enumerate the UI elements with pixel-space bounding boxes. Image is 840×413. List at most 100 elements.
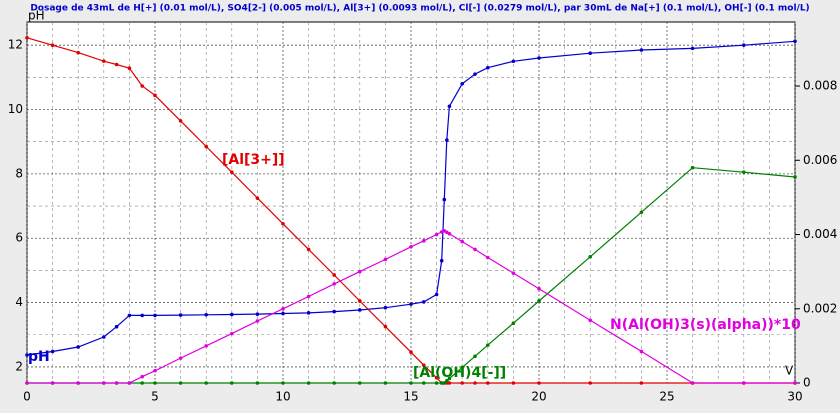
- data-point: [153, 381, 157, 385]
- data-point: [204, 144, 208, 149]
- data-point: [511, 59, 516, 64]
- data-point: [281, 306, 285, 311]
- data-point: [439, 258, 444, 263]
- data-point: [230, 381, 234, 385]
- x-tick-label: 20: [531, 390, 546, 404]
- data-point: [383, 324, 388, 329]
- data-point: [445, 138, 449, 142]
- series-label: [Al[3+]]: [222, 152, 285, 168]
- data-point: [793, 381, 797, 385]
- y2-tick-label: 0.002: [803, 301, 837, 315]
- data-point: [140, 374, 144, 379]
- data-point: [358, 381, 362, 385]
- y-tick-label: 4: [15, 295, 23, 309]
- data-point: [306, 311, 311, 315]
- data-point: [460, 381, 465, 385]
- data-point: [114, 381, 119, 385]
- data-point: [230, 331, 234, 336]
- data-point: [447, 104, 452, 109]
- data-point: [114, 62, 119, 67]
- data-point: [537, 299, 541, 303]
- data-point: [383, 257, 388, 262]
- data-point: [473, 381, 477, 385]
- data-point: [473, 247, 477, 252]
- data-point: [255, 196, 260, 200]
- y-tick-label: 2: [15, 359, 23, 373]
- data-point: [50, 381, 55, 385]
- data-point: [383, 381, 388, 385]
- data-point: [332, 309, 337, 314]
- y2-tick-label: 0.004: [803, 227, 837, 241]
- series-label: N(Al(OH)3(s)(alpha))*10: [610, 317, 801, 333]
- data-point: [511, 271, 516, 275]
- data-point: [460, 81, 465, 86]
- data-point: [422, 300, 426, 304]
- data-point: [511, 321, 516, 326]
- data-point: [332, 273, 337, 277]
- data-point: [306, 247, 311, 252]
- data-point: [473, 354, 477, 359]
- data-point: [230, 312, 234, 317]
- data-point: [690, 165, 695, 170]
- data-point: [511, 381, 516, 385]
- data-point: [588, 381, 592, 385]
- data-point: [102, 59, 106, 63]
- data-point: [793, 175, 797, 179]
- data-point: [742, 381, 746, 385]
- data-point: [25, 381, 29, 385]
- data-point: [742, 170, 746, 174]
- data-point: [445, 378, 449, 383]
- data-point: [140, 381, 144, 385]
- data-point: [127, 66, 132, 71]
- data-point: [447, 376, 452, 381]
- data-point: [50, 349, 55, 354]
- data-point: [473, 72, 477, 76]
- y2-tick-label: 0.008: [803, 79, 837, 93]
- data-point: [442, 381, 447, 385]
- data-point: [76, 345, 80, 349]
- x-tick-label: 25: [659, 390, 674, 404]
- data-point: [793, 39, 797, 44]
- data-point: [178, 381, 183, 385]
- data-point: [306, 294, 311, 299]
- data-point: [255, 312, 260, 316]
- data-point: [102, 335, 106, 339]
- data-point: [639, 381, 644, 385]
- data-point: [281, 311, 285, 316]
- data-point: [140, 313, 144, 318]
- y-tick-label: 6: [15, 231, 23, 245]
- data-point: [434, 381, 439, 385]
- data-point: [178, 119, 183, 123]
- data-point: [332, 282, 337, 286]
- series-line: [27, 167, 796, 384]
- x-axis-label: V: [785, 364, 794, 378]
- y2-tick-label: 0.006: [803, 153, 837, 167]
- data-point: [422, 363, 426, 367]
- data-point: [588, 51, 592, 56]
- data-point: [434, 292, 439, 297]
- data-point: [588, 318, 592, 323]
- data-point: [332, 381, 337, 385]
- data-point: [383, 305, 388, 310]
- series-label: [Al(OH)4[-]]: [413, 365, 506, 381]
- data-point: [409, 381, 413, 385]
- data-point: [639, 48, 644, 52]
- data-point: [153, 93, 157, 98]
- data-point: [486, 65, 490, 70]
- data-point: [25, 35, 29, 40]
- chart-title: Dosage de 43mL de H[+] (0.01 mol/L), SO4…: [30, 4, 809, 14]
- data-point: [690, 46, 695, 51]
- data-point: [442, 197, 447, 202]
- series-line: [26, 40, 796, 356]
- data-point: [422, 239, 426, 243]
- data-point: [50, 43, 55, 48]
- data-point: [178, 356, 183, 360]
- data-point: [204, 312, 208, 317]
- data-point: [690, 381, 695, 385]
- data-point: [204, 381, 208, 385]
- data-point: [486, 343, 490, 347]
- data-point: [447, 231, 452, 236]
- data-point: [114, 324, 119, 329]
- series-line: [26, 37, 795, 384]
- data-point: [486, 381, 490, 385]
